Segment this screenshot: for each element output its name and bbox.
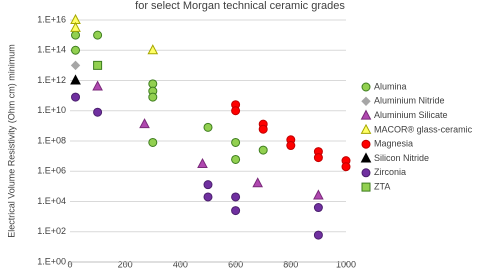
y-tick-label: 1.E+02 <box>37 226 66 236</box>
y-tick-label: 1.E+16 <box>37 14 66 24</box>
data-point <box>93 30 103 40</box>
data-point <box>197 157 208 169</box>
data-point <box>148 92 158 102</box>
chart-title: for select Morgan technical ceramic grad… <box>135 0 345 12</box>
data-point <box>71 45 81 55</box>
y-tick-label: 1.E+04 <box>37 196 66 206</box>
data-point <box>93 60 103 70</box>
y-tick-label: 1.E+10 <box>37 105 66 115</box>
data-point <box>139 118 150 129</box>
legend-marker <box>361 182 371 192</box>
data-point <box>252 177 264 188</box>
data-point <box>286 141 296 151</box>
x-tick-label: 1000 <box>336 259 356 269</box>
legend-marker <box>361 168 371 178</box>
data-point <box>313 153 323 163</box>
x-tick-label: 400 <box>173 259 188 269</box>
legend-marker <box>360 152 372 163</box>
data-point <box>147 44 159 55</box>
data-point <box>71 92 81 102</box>
data-point <box>231 192 241 202</box>
data-point <box>258 124 268 134</box>
y-tick-label: 1.E+00 <box>37 256 66 266</box>
legend-label: ZTA <box>374 181 390 191</box>
legend-marker <box>360 123 372 134</box>
data-point <box>203 192 213 202</box>
x-tick-label: 0 <box>67 259 72 269</box>
data-point <box>313 230 323 240</box>
data-point <box>231 106 241 116</box>
legend-marker <box>360 109 372 120</box>
data-point <box>231 206 241 216</box>
legend-label: Zirconia <box>374 167 406 177</box>
x-tick-label: 600 <box>228 259 243 269</box>
x-tick-label: 800 <box>283 259 298 269</box>
data-point <box>313 203 323 213</box>
x-tick-label: 200 <box>118 259 133 269</box>
data-point <box>203 180 213 190</box>
y-axis-label: Electrical Volume Resistivity (Ohm cm) m… <box>6 44 16 238</box>
legend-label: Aluminium Silicate <box>374 110 448 120</box>
data-point <box>203 122 213 132</box>
y-tick-label: 1.E+14 <box>37 45 66 55</box>
data-point <box>341 162 351 172</box>
y-tick-label: 1.E+06 <box>37 166 66 176</box>
data-point <box>70 60 81 71</box>
legend-label: Silicon Nitride <box>374 153 429 163</box>
legend-label: Aluminium Nitride <box>374 96 445 106</box>
data-point <box>258 145 268 155</box>
legend-label: Magnesia <box>374 139 413 149</box>
data-point <box>148 137 158 147</box>
data-point <box>71 30 81 40</box>
data-point <box>231 154 241 164</box>
data-point <box>70 21 81 32</box>
legend-label: Alumina <box>374 81 407 91</box>
data-point <box>70 74 81 85</box>
y-tick-label: 1.E+12 <box>37 75 66 85</box>
y-tick-label: 1.E+08 <box>37 135 66 145</box>
legend-marker <box>361 139 371 149</box>
data-point <box>93 107 103 117</box>
data-point <box>92 80 103 91</box>
data-point <box>231 137 241 147</box>
legend-marker <box>361 96 371 107</box>
legend-label: MACOR® glass-ceramic <box>374 124 473 134</box>
data-point <box>313 189 324 200</box>
legend-marker <box>361 82 371 92</box>
